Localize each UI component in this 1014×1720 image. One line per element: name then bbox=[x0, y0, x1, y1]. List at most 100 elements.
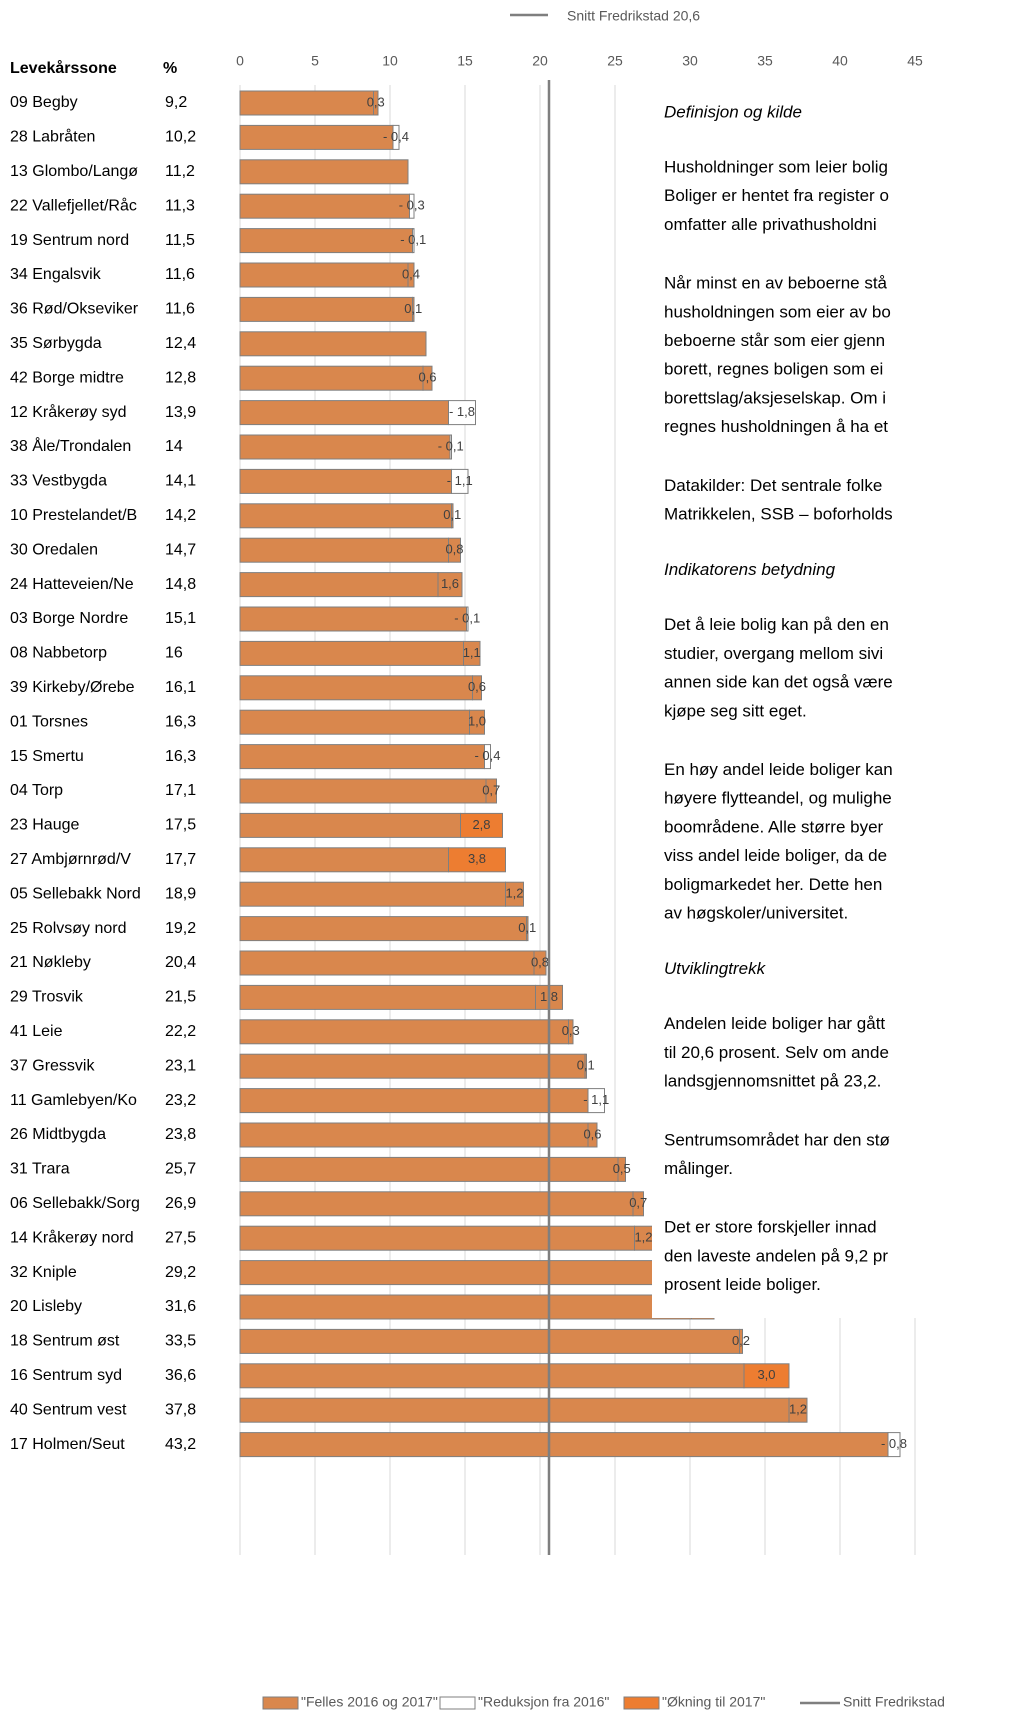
x-tick-label: 40 bbox=[832, 53, 848, 69]
zone-label: 09 Begby bbox=[10, 94, 78, 111]
bar-felles bbox=[239, 606, 467, 632]
bar-okning bbox=[422, 365, 433, 391]
x-tick-label: 25 bbox=[607, 53, 623, 69]
bar-okning bbox=[788, 1397, 808, 1423]
data-label: - 0,1 bbox=[454, 610, 480, 625]
zone-label: 30 Oredalen bbox=[10, 541, 98, 558]
legend-label: "Reduksjon fra 2016" bbox=[478, 1694, 609, 1710]
bar-reduksjon bbox=[587, 1088, 605, 1114]
bar-felles bbox=[239, 778, 487, 804]
zone-label: 17 Holmen/Seut bbox=[10, 1436, 125, 1453]
panel-line: Matrikkelen, SSB – boforholds bbox=[664, 504, 893, 523]
data-label: 1,2 bbox=[634, 1230, 652, 1245]
percent-label: 14,2 bbox=[165, 507, 196, 524]
percent-label: 11,6 bbox=[165, 266, 195, 283]
zone-label: 27 Ambjørnrød/V bbox=[10, 851, 131, 868]
data-label: 0,6 bbox=[468, 679, 486, 694]
percent-label: 27,5 bbox=[165, 1229, 196, 1246]
percent-label: 14,7 bbox=[165, 541, 196, 558]
bar-felles bbox=[239, 159, 409, 185]
percent-label: 16 bbox=[165, 645, 183, 662]
bar-okning bbox=[739, 1328, 743, 1354]
panel-line: beboerne står som eier gjenn bbox=[664, 331, 885, 350]
x-tick-label: 15 bbox=[457, 53, 473, 69]
data-label: 0,3 bbox=[562, 1023, 580, 1038]
data-label: - 0,1 bbox=[438, 438, 464, 453]
panel-line: Sentrumsområdet har den stø bbox=[664, 1130, 890, 1149]
data-label: 0,2 bbox=[732, 1333, 750, 1348]
zone-label: 15 Smertu bbox=[10, 748, 84, 765]
data-label: 0,3 bbox=[367, 94, 385, 109]
bar-reduksjon bbox=[449, 434, 452, 460]
data-label: 1,1 bbox=[463, 645, 481, 660]
panel-line: prosent leide boliger. bbox=[664, 1275, 821, 1294]
zone-label: 36 Rød/Okseviker bbox=[10, 301, 139, 318]
panel-line: boligmarkedet her. Dette hen bbox=[664, 875, 882, 894]
bar-felles bbox=[239, 331, 427, 357]
zone-label: 18 Sentrum øst bbox=[10, 1333, 120, 1350]
zone-label: 25 Rolvsøy nord bbox=[10, 920, 127, 937]
data-label: 0,5 bbox=[613, 1161, 631, 1176]
percent-label: 31,6 bbox=[165, 1298, 196, 1315]
bar-felles bbox=[239, 950, 535, 976]
bar-okning bbox=[412, 296, 415, 322]
x-tick-label: 35 bbox=[757, 53, 773, 69]
bar-okning bbox=[448, 537, 461, 563]
bar-felles bbox=[239, 812, 461, 838]
bar-felles bbox=[239, 1328, 740, 1354]
bar-felles bbox=[239, 1088, 589, 1114]
panel-heading: Utviklingtrekk bbox=[664, 959, 767, 978]
data-label: 0,8 bbox=[445, 542, 463, 557]
zone-label: 24 Hatteveien/Ne bbox=[10, 576, 134, 593]
zone-label: 04 Torp bbox=[10, 782, 63, 799]
percent-label: 13,9 bbox=[165, 404, 196, 421]
percent-label: 23,8 bbox=[165, 1126, 196, 1143]
x-tick-label: 45 bbox=[907, 53, 923, 69]
data-label: 0,7 bbox=[482, 782, 500, 797]
bar-okning bbox=[568, 1019, 574, 1045]
x-tick-label: 0 bbox=[236, 53, 244, 69]
bar-reduksjon bbox=[466, 606, 469, 632]
zone-label: 33 Vestbygda bbox=[10, 473, 107, 490]
bar-felles bbox=[239, 640, 464, 666]
bar-reduksjon bbox=[887, 1432, 901, 1458]
legend-label: "Felles 2016 og 2017" bbox=[301, 1694, 438, 1710]
data-label: - 0,1 bbox=[400, 232, 426, 247]
data-label: 1,2 bbox=[789, 1402, 807, 1417]
x-tick-label: 30 bbox=[682, 53, 698, 69]
data-label: - 0,3 bbox=[399, 198, 425, 213]
data-label: - 1,1 bbox=[583, 1092, 609, 1107]
percent-label: 20,4 bbox=[165, 954, 196, 971]
panel-line: Det er store forskjeller innad bbox=[664, 1218, 877, 1237]
bar-felles bbox=[239, 365, 424, 391]
bar-okning bbox=[632, 1191, 644, 1217]
bar-okning bbox=[587, 1122, 598, 1148]
bar-felles bbox=[239, 1191, 634, 1217]
bar-okning bbox=[617, 1156, 626, 1182]
zone-label: 01 Torsnes bbox=[10, 713, 88, 730]
panel-line: studier, overgang mellom sivi bbox=[664, 644, 883, 663]
bar-felles bbox=[239, 296, 413, 322]
zone-label: 31 Trara bbox=[10, 1161, 70, 1178]
zone-label: 10 Prestelandet/B bbox=[10, 507, 137, 524]
panel-line: til 20,6 prosent. Selv om ande bbox=[664, 1043, 889, 1062]
data-label: 0,1 bbox=[577, 1058, 595, 1073]
percent-label: 43,2 bbox=[165, 1436, 196, 1453]
bar-okning bbox=[373, 90, 379, 116]
header-percent: % bbox=[163, 60, 177, 77]
percent-label: 11,2 bbox=[165, 163, 195, 180]
bar-felles bbox=[239, 1397, 790, 1423]
bar-felles bbox=[239, 1294, 692, 1320]
zone-label: 14 Kråkerøy nord bbox=[10, 1228, 134, 1246]
panel-line: Det å leie bolig kan på den en bbox=[664, 615, 889, 634]
bar-okning bbox=[526, 916, 529, 942]
bar-felles bbox=[239, 881, 506, 907]
bar-reduksjon bbox=[451, 468, 469, 494]
bar-felles bbox=[239, 1053, 586, 1079]
zone-label: 39 Kirkeby/Ørebe bbox=[10, 679, 135, 696]
zone-label: 32 Kniple bbox=[10, 1264, 77, 1281]
bar-felles bbox=[239, 193, 410, 219]
data-label: 1,6 bbox=[441, 576, 459, 591]
bar-okning bbox=[407, 262, 415, 288]
